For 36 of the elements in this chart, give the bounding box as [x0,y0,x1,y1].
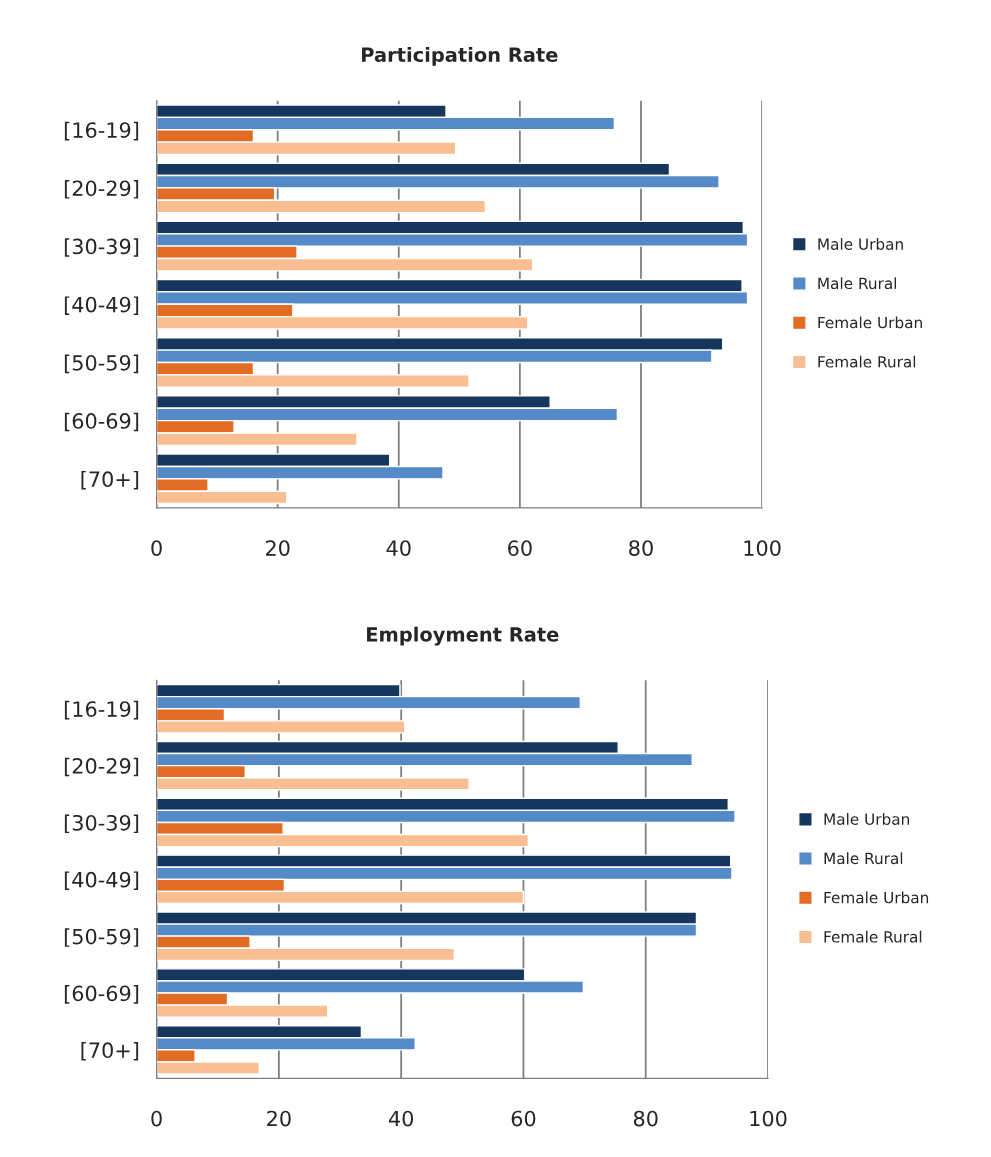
y-tick-label: [30-39] [64,814,139,834]
chart-title: Employment Rate [367,626,559,646]
legend-label: Female Rural [824,930,922,943]
y-tick-label: [16-19] [64,121,139,141]
y-tick-label: [70+] [81,470,139,490]
x-tick-label: 0 [151,540,162,556]
y-tick-label: [20-29] [64,180,139,199]
y-tick-label: [70+] [81,1041,139,1061]
legend-label: Female Urban [818,316,922,329]
y-tick-label: [20-29] [64,757,139,777]
chart-title: Participation Rate [362,47,558,66]
x-tick-label: 60 [508,540,532,556]
legend-label: Male Rural [818,277,897,290]
legend-label: Female Urban [824,891,929,904]
legend-label: Female Rural [818,355,916,368]
x-tick-label: 40 [388,1110,414,1127]
y-tick-label: [16-19] [64,700,139,720]
x-tick-label: 80 [633,1110,658,1127]
x-tick-label: 40 [386,540,411,556]
y-tick-label: [60-69] [64,412,139,432]
legend-label: Male Urban [824,813,909,825]
x-tick-label: 0 [151,1110,162,1127]
x-tick-label: 80 [629,540,653,556]
y-tick-label: [60-69] [64,985,139,1004]
x-tick-label: 20 [267,1110,291,1127]
x-tick-label: 100 [744,540,781,556]
y-tick-label: [30-39] [64,238,139,257]
y-tick-label: [50-59] [64,354,139,374]
legend-label: Male Urban [818,238,903,250]
x-tick-label: 20 [265,540,290,556]
x-tick-label: 100 [750,1110,787,1127]
y-tick-label: [50-59] [64,928,139,947]
y-tick-label: [40-49] [64,871,139,890]
x-tick-label: 60 [511,1110,536,1127]
legend-label: Male Rural [824,852,903,865]
y-tick-label: [40-49] [64,296,139,315]
